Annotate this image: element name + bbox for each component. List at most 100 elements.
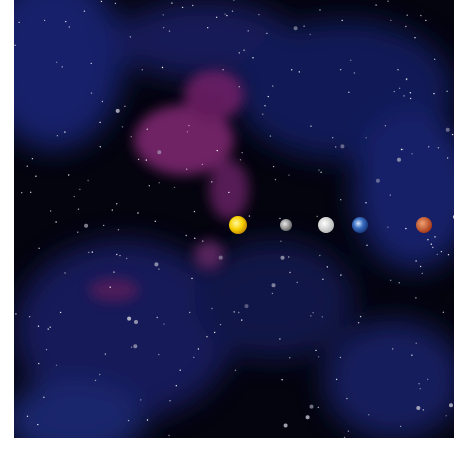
star [310,34,311,35]
star [140,399,141,400]
star [149,185,150,186]
star [214,332,215,333]
star [69,26,70,27]
star [37,424,38,425]
star [110,287,111,288]
star [310,405,314,409]
star [390,280,391,281]
star [60,312,61,313]
star [43,397,44,398]
star [226,15,227,16]
star [420,388,421,389]
star [432,247,433,248]
star [400,426,401,427]
star [48,328,49,329]
star [176,385,177,386]
star [284,424,288,428]
star [332,137,333,138]
star [365,202,366,203]
star [348,431,349,432]
star [447,157,448,158]
star [336,379,337,380]
star [405,26,406,27]
star [38,363,39,364]
star [448,254,449,255]
star [174,187,175,188]
star [387,1,388,2]
star [137,212,138,213]
star [27,416,28,417]
star [194,211,195,212]
star [194,238,195,239]
star [189,312,190,313]
star [342,20,343,21]
star [74,196,75,197]
star [191,278,192,279]
star [162,67,163,68]
star [87,180,88,181]
star [64,131,65,132]
star [169,400,170,401]
sun [229,216,247,234]
star [275,179,276,180]
star [288,174,289,175]
star [128,420,129,421]
star [88,252,89,253]
star [119,255,120,256]
star [147,419,148,420]
star [186,235,187,236]
star [68,174,69,175]
star [239,86,240,87]
star [56,365,57,366]
star [228,192,229,193]
venus [318,217,334,233]
star [319,9,320,10]
star [202,164,203,165]
star [399,88,400,89]
star [220,324,221,325]
star [219,256,223,260]
star [397,69,398,70]
star [146,159,147,160]
star [272,283,276,287]
star [15,313,16,314]
star [315,350,316,351]
star [418,383,419,384]
star [56,62,57,63]
star [446,91,447,92]
star [64,272,65,273]
star [112,209,113,210]
mercury [280,219,292,231]
star [335,146,336,147]
star [415,297,416,298]
star [113,271,114,272]
star [50,327,51,328]
star [406,78,407,79]
star [193,357,194,358]
star [291,69,292,70]
star [266,33,267,34]
star [248,30,249,31]
star [416,406,420,410]
star [50,210,51,211]
star [252,57,253,58]
star [116,254,117,255]
star [401,149,402,150]
star [303,26,304,27]
star [340,69,341,70]
star [77,232,78,233]
star [169,30,170,31]
star [99,374,100,375]
star [288,256,289,257]
star [340,357,341,358]
star [157,150,161,154]
star [44,20,45,21]
star [422,273,423,274]
star [402,149,403,150]
star [32,158,33,159]
star [385,125,386,126]
star [134,320,138,324]
star [186,169,187,170]
star [249,215,250,216]
star [158,268,159,269]
